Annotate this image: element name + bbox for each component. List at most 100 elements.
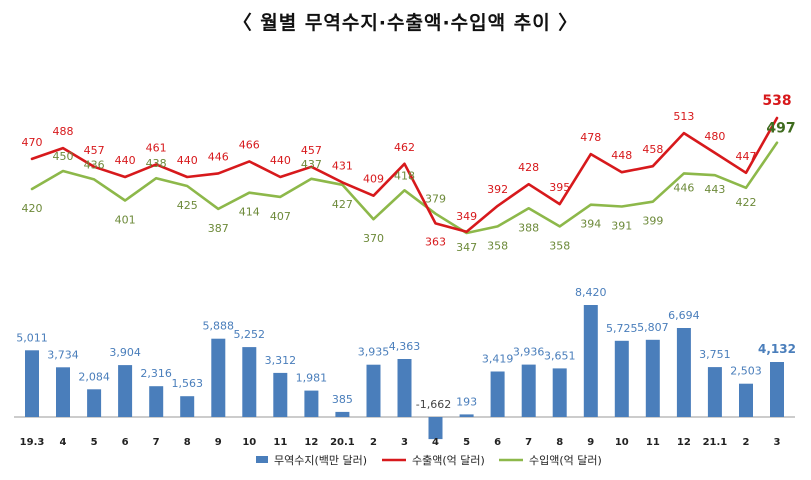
trade-balance-data-label: 5,888 (203, 320, 235, 333)
import-data-label: 379 (425, 193, 446, 206)
x-tick-label: 10 (242, 437, 256, 448)
trade-balance-data-label: 6,694 (668, 309, 700, 322)
trade-balance-data-label: 1,981 (296, 372, 328, 385)
export-data-label: 461 (146, 141, 167, 154)
trade-balance-bar (583, 305, 598, 417)
legend-swatch-bar (256, 456, 268, 463)
trade-balance-bar (25, 350, 39, 417)
trade-balance-bar (335, 411, 350, 417)
import-data-label: 438 (146, 157, 167, 170)
trade-balance-data-label: 3,904 (109, 346, 141, 359)
trade-balance-data-label: 385 (332, 393, 353, 406)
import-data-label: 497 (766, 121, 795, 137)
trade-balance-bar (645, 339, 660, 417)
export-series-line (30, 116, 779, 234)
import-data-label: 391 (611, 220, 632, 233)
export-data-label: 462 (394, 141, 415, 154)
trade-balance-data-label: 8,420 (575, 286, 607, 299)
legend-label: 무역수지(백만 달러) (274, 454, 367, 467)
trade-balance-bar (614, 340, 629, 417)
trade-balance-data-label: 3,312 (265, 354, 297, 367)
trade-balance-bar (428, 417, 443, 440)
x-tick-label: 2 (370, 437, 377, 448)
import-data-label: 422 (735, 196, 756, 209)
import-data-label: 358 (549, 239, 570, 252)
trade-balance-data-label: 4,363 (389, 340, 421, 353)
legend-label: 수입액(억 달러) (529, 454, 602, 467)
export-data-label: 470 (22, 136, 43, 149)
import-data-label: 450 (53, 150, 74, 163)
export-data-label: 395 (549, 181, 570, 194)
trade-balance-bar (180, 396, 195, 417)
trade-balance-bar (242, 347, 257, 417)
export-data-label: 466 (239, 138, 260, 151)
x-tick-label: 4 (432, 437, 439, 448)
trade-balance-data-label: 3,935 (358, 346, 390, 359)
import-data-label: 443 (704, 183, 725, 196)
import-data-label: 399 (642, 215, 663, 228)
export-data-label: 392 (487, 183, 508, 196)
x-tick-label: 2 (742, 437, 749, 448)
trade-balance-data-label: 2,084 (78, 370, 110, 383)
import-data-label: 437 (301, 158, 322, 171)
trade-balance-bar (273, 372, 288, 417)
import-data-label: 370 (363, 232, 384, 245)
x-tick-label: 5 (463, 437, 470, 448)
export-data-label: 431 (332, 159, 353, 172)
chart-title: 〈 월별 무역수지·수출액·수입액 추이 〉 (232, 12, 579, 34)
trade-balance-bar (676, 328, 691, 417)
x-tick-label: 12 (304, 437, 318, 448)
trade-balance-data-label: 2,316 (140, 367, 172, 380)
trade-balance-data-label: -1,662 (416, 398, 451, 411)
x-tick-label: 8 (184, 437, 191, 448)
import-data-label: 427 (332, 198, 353, 211)
export-data-label: 447 (735, 150, 756, 163)
legend-label: 수출액(억 달러) (412, 454, 485, 467)
trade-balance-bar (490, 371, 505, 417)
x-tick-label: 7 (525, 437, 532, 448)
x-tick-label: 5 (91, 437, 98, 448)
import-data-label: 436 (84, 158, 105, 171)
trade-balance-bar (459, 414, 474, 417)
import-data-label: 387 (208, 222, 229, 235)
trade-balance-data-label: 2,503 (730, 365, 762, 378)
import-data-label: 407 (270, 210, 291, 223)
trade-balance-bar (118, 365, 133, 417)
import-data-label: 446 (673, 181, 694, 194)
export-data-label: 428 (518, 161, 539, 174)
x-tick-label: 6 (494, 437, 501, 448)
x-tick-label: 6 (122, 437, 129, 448)
x-tick-label: 9 (587, 437, 594, 448)
export-data-label: 448 (611, 149, 632, 162)
trade-balance-data-label: 5,807 (637, 321, 669, 334)
x-tick-label: 12 (677, 437, 691, 448)
trade-balance-data-label: 5,252 (234, 328, 266, 341)
x-tick-label: 21.1 (703, 437, 728, 448)
x-tick-label: 8 (556, 437, 563, 448)
trade-balance-data-label: 3,751 (699, 348, 731, 361)
import-data-label: 420 (22, 202, 43, 215)
trade-balance-data-label: 4,132 (758, 342, 796, 356)
export-data-label: 440 (270, 154, 291, 167)
export-data-label: 513 (673, 110, 694, 123)
x-tick-label: 3 (401, 437, 408, 448)
import-data-label: 414 (239, 206, 260, 219)
trade-balance-data-label: 3,936 (513, 346, 545, 359)
trade-balance-bar (707, 367, 722, 417)
import-data-label: 358 (487, 239, 508, 252)
export-data-label: 488 (53, 125, 74, 138)
export-data-label: 349 (456, 210, 477, 223)
export-data-label: 480 (704, 130, 725, 143)
x-tick-label: 11 (273, 437, 287, 448)
trade-balance-data-label: 5,011 (16, 331, 48, 344)
x-tick-label: 4 (60, 437, 67, 448)
export-data-label: 458 (642, 143, 663, 156)
export-data-label: 363 (425, 235, 446, 248)
x-tick-label: 3 (774, 437, 781, 448)
export-data-label: 457 (84, 144, 105, 157)
trade-balance-data-label: 1,563 (171, 377, 203, 390)
import-data-label: 425 (177, 199, 198, 212)
trade-balance-bar (211, 338, 226, 417)
trade-balance-data-label: 3,651 (544, 349, 576, 362)
